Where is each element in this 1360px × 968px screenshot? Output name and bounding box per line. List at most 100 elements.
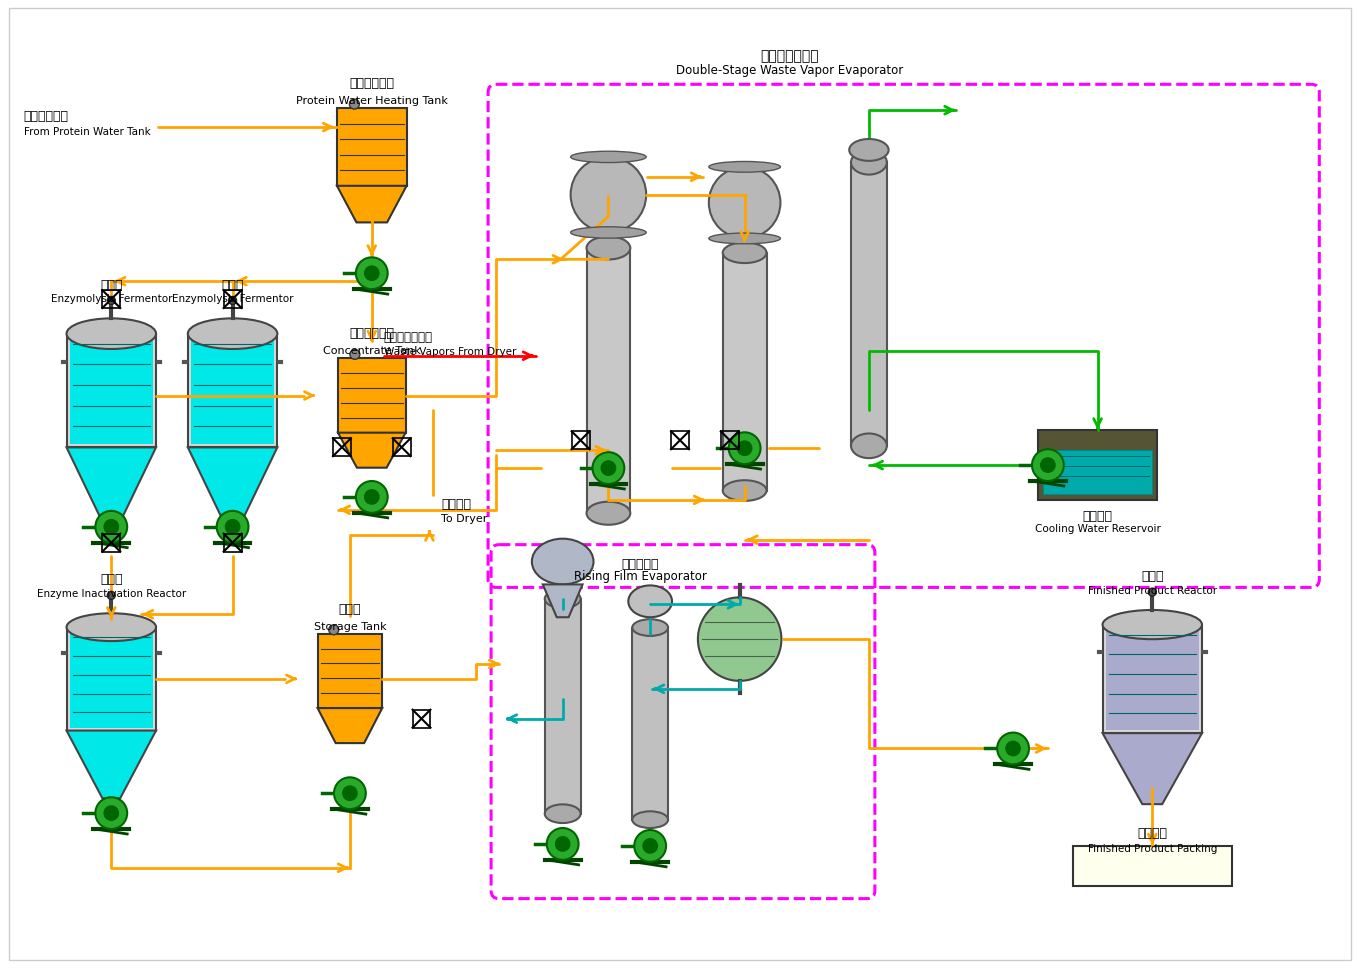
Circle shape [634, 830, 666, 862]
Ellipse shape [849, 139, 888, 161]
Polygon shape [67, 334, 156, 447]
Text: 浓缩液加热罐: 浓缩液加热罐 [350, 327, 394, 341]
Ellipse shape [851, 434, 887, 458]
Ellipse shape [545, 590, 581, 608]
Circle shape [601, 461, 616, 475]
Circle shape [107, 591, 116, 599]
Circle shape [364, 266, 379, 281]
Circle shape [350, 99, 359, 109]
Polygon shape [318, 634, 382, 709]
Circle shape [105, 520, 118, 534]
Ellipse shape [709, 162, 781, 172]
Circle shape [737, 441, 752, 455]
Circle shape [105, 806, 118, 820]
Bar [721, 432, 738, 449]
Bar [1043, 450, 1152, 494]
Circle shape [95, 798, 128, 829]
Polygon shape [339, 433, 405, 468]
Text: Enzyme Inactivation Reactor: Enzyme Inactivation Reactor [37, 590, 186, 599]
Text: 至干燥机: 至干燥机 [442, 498, 472, 511]
Bar [571, 432, 589, 449]
Text: Waste Vapors From Dryer: Waste Vapors From Dryer [384, 347, 515, 357]
Ellipse shape [586, 501, 630, 525]
Ellipse shape [545, 804, 581, 823]
Polygon shape [69, 630, 154, 728]
Text: Enzymolysis Fermentor: Enzymolysis Fermentor [171, 294, 294, 305]
Ellipse shape [628, 586, 672, 618]
Polygon shape [337, 108, 407, 186]
Polygon shape [1103, 733, 1202, 804]
Circle shape [228, 296, 237, 305]
Bar [412, 710, 431, 728]
Ellipse shape [586, 236, 630, 259]
Ellipse shape [632, 811, 668, 828]
Ellipse shape [632, 620, 668, 636]
Text: 二效降膜式浓缩: 二效降膜式浓缩 [760, 49, 819, 64]
Text: 冷却水池: 冷却水池 [1083, 510, 1112, 523]
Circle shape [226, 520, 239, 534]
Text: 灭酶罐: 灭酶罐 [101, 573, 122, 587]
Circle shape [343, 786, 358, 801]
Text: 酶解釜: 酶解釜 [222, 279, 243, 291]
Text: Double-Stage Waste Vapor Evaporator: Double-Stage Waste Vapor Evaporator [676, 64, 903, 77]
Text: Storage Tank: Storage Tank [314, 621, 386, 632]
Polygon shape [339, 358, 405, 433]
Text: Concentrate Tank: Concentrate Tank [322, 347, 420, 356]
Text: Finished Product Reactor: Finished Product Reactor [1088, 586, 1217, 596]
Circle shape [95, 511, 128, 543]
Circle shape [1032, 449, 1064, 481]
Ellipse shape [532, 538, 593, 585]
Ellipse shape [571, 151, 646, 163]
Polygon shape [69, 337, 154, 444]
Text: Protein Water Heating Tank: Protein Water Heating Tank [296, 96, 447, 106]
Ellipse shape [571, 227, 646, 238]
Polygon shape [1103, 624, 1202, 733]
Text: From Protein Water Tank: From Protein Water Tank [23, 127, 151, 137]
Polygon shape [67, 627, 156, 731]
Circle shape [643, 838, 657, 853]
Bar [393, 439, 411, 456]
Text: Rising Film Evaporator: Rising Film Evaporator [574, 570, 707, 584]
Circle shape [335, 777, 366, 809]
Text: Cooling Water Reservoir: Cooling Water Reservoir [1035, 524, 1160, 533]
Polygon shape [190, 337, 275, 444]
Polygon shape [67, 731, 156, 799]
Bar [102, 533, 120, 552]
Circle shape [593, 452, 624, 484]
Text: 成品包装: 成品包装 [1137, 827, 1167, 840]
Circle shape [356, 481, 388, 513]
Polygon shape [586, 248, 630, 513]
Text: 来自干燥机废气: 来自干燥机废气 [384, 331, 432, 344]
Circle shape [350, 349, 360, 359]
Bar [102, 290, 120, 308]
Circle shape [1040, 458, 1055, 472]
Polygon shape [722, 253, 767, 491]
Text: 升膜式浓缩: 升膜式浓缩 [622, 558, 660, 570]
Polygon shape [188, 447, 277, 522]
Text: Finished Product Packing: Finished Product Packing [1088, 844, 1217, 854]
Ellipse shape [67, 318, 156, 349]
Circle shape [364, 490, 379, 504]
Circle shape [1006, 741, 1020, 756]
Ellipse shape [722, 242, 767, 263]
Circle shape [698, 597, 782, 681]
Circle shape [107, 296, 116, 305]
Circle shape [555, 836, 570, 851]
Circle shape [997, 733, 1030, 765]
Circle shape [1148, 589, 1156, 596]
Circle shape [709, 166, 781, 238]
Polygon shape [318, 709, 382, 743]
Bar [223, 290, 242, 308]
Polygon shape [543, 585, 582, 618]
Circle shape [216, 511, 249, 543]
Polygon shape [1106, 627, 1200, 730]
Ellipse shape [67, 614, 156, 641]
Polygon shape [188, 334, 277, 447]
Bar [670, 432, 690, 449]
Ellipse shape [1103, 610, 1202, 639]
Circle shape [329, 624, 339, 635]
Polygon shape [632, 627, 668, 820]
Text: To Dryer: To Dryer [442, 514, 488, 524]
Ellipse shape [188, 318, 277, 349]
Polygon shape [337, 186, 407, 223]
